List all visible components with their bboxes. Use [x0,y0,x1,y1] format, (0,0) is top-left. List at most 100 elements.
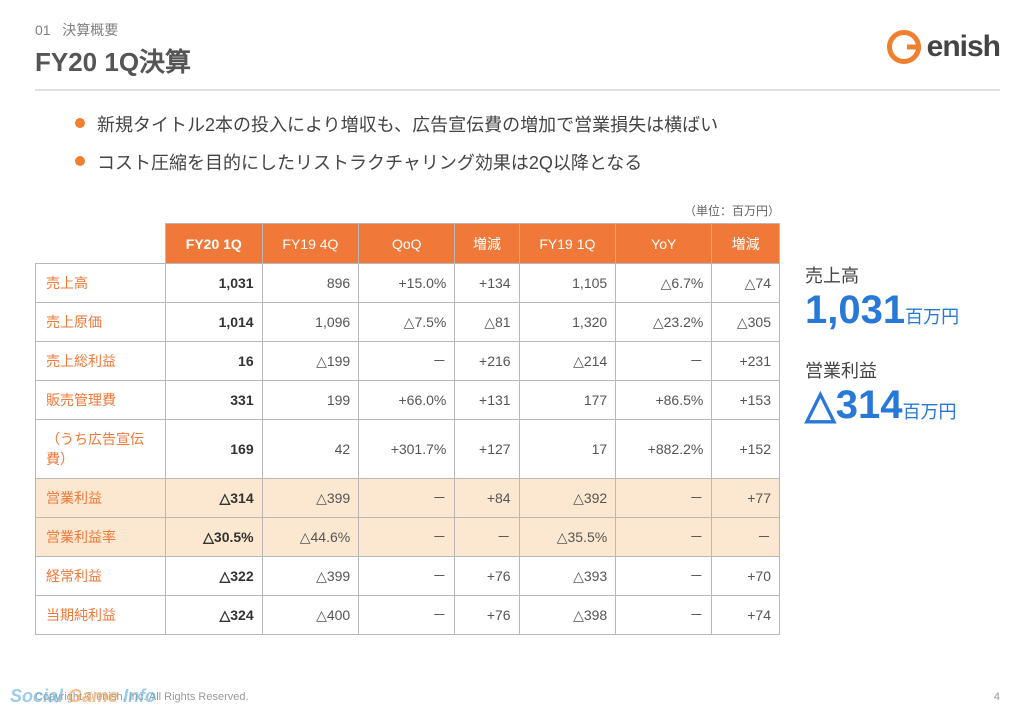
bullet-item: コスト圧縮を目的にしたリストラクチャリング効果は2Q以降となる [75,149,965,175]
table-cell: +301.7% [359,420,455,479]
table-cell: 169 [166,420,263,479]
table-cell: △44.6% [262,518,359,557]
section-label: 決算概要 [62,22,118,38]
table-cell: △324 [166,596,263,635]
table-cell: － [616,342,712,381]
row-label: 営業利益率 [36,518,166,557]
table-cell: 1,096 [262,303,359,342]
table-cell: △35.5% [519,518,616,557]
table-cell: － [616,479,712,518]
table-cell: 1,014 [166,303,263,342]
table-row: 売上原価1,0141,096△7.5%△811,320△23.2%△305 [36,303,780,342]
table-cell: +134 [455,264,519,303]
table-row: 売上総利益16△199－+216△214－+231 [36,342,780,381]
table-cell: － [359,479,455,518]
table-cell: +153 [712,381,780,420]
row-label: 売上原価 [36,303,166,342]
table-row: 売上高1,031896+15.0%+1341,105△6.7%△74 [36,264,780,303]
table-cell: △400 [262,596,359,635]
side-label-opincome: 営業利益 [805,357,1000,383]
bullet-list: 新規タイトル2本の投入により増収も、広告宣伝費の増加で営業損失は横ばいコスト圧縮… [0,111,1035,202]
table-cell: △305 [712,303,780,342]
table-cell: +231 [712,342,780,381]
row-label: 経常利益 [36,557,166,596]
table-cell: △398 [519,596,616,635]
table-cell: △393 [519,557,616,596]
logo-text: enish [927,30,1000,64]
table-cell: +76 [455,557,519,596]
table-cell: － [359,342,455,381]
side-value-revenue: 1,031百万円 [805,288,1000,332]
header-divider [35,89,1000,91]
table-col-header: FY20 1Q [166,224,263,264]
table-cell: － [359,518,455,557]
table-cell: 16 [166,342,263,381]
table-cell: △23.2% [616,303,712,342]
bullet-item: 新規タイトル2本の投入により増収も、広告宣伝費の増加で営業損失は横ばい [75,111,965,137]
side-summary: 売上高 1,031百万円 営業利益 △314百万円 [805,202,1000,635]
logo-mark-icon [887,30,921,64]
footer: Copyright © enish, Inc. All Rights Reser… [35,691,1000,703]
table-row: 販売管理費331199+66.0%+131177+86.5%+153 [36,381,780,420]
table-cell: － [712,518,780,557]
table-cell: △399 [262,557,359,596]
table-cell: +152 [712,420,780,479]
logo: enish [887,30,1000,64]
table-cell: 1,320 [519,303,616,342]
table-cell: △399 [262,479,359,518]
table-cell: △6.7% [616,264,712,303]
table-cell: △7.5% [359,303,455,342]
table-cell: +74 [712,596,780,635]
table-cell: +86.5% [616,381,712,420]
page-title: FY20 1Q決算 [35,42,191,79]
table-cell: 331 [166,381,263,420]
table-cell: +77 [712,479,780,518]
unit-label: （単位：百万円） [35,202,780,219]
table-cell: － [455,518,519,557]
bullet-text: 新規タイトル2本の投入により増収も、広告宣伝費の増加で営業損失は横ばい [97,111,718,137]
row-label: （うち広告宣伝費） [36,420,166,479]
table-cell: +15.0% [359,264,455,303]
table-row: （うち広告宣伝費）16942+301.7%+12717+882.2%+152 [36,420,780,479]
table-col-header: FY19 1Q [519,224,616,264]
row-label: 当期純利益 [36,596,166,635]
table-col-header: QoQ [359,224,455,264]
table-col-header: YoY [616,224,712,264]
row-label: 販売管理費 [36,381,166,420]
table-row: 当期純利益△324△400－+76△398－+74 [36,596,780,635]
table-col-header: FY19 4Q [262,224,359,264]
table-cell: △214 [519,342,616,381]
table-cell: +66.0% [359,381,455,420]
table-cell: +70 [712,557,780,596]
watermark: Social Game Info [10,686,156,707]
table-cell: △314 [166,479,263,518]
table-cell: 896 [262,264,359,303]
table-cell: 177 [519,381,616,420]
section-number: 01 [35,22,51,38]
page-number: 4 [994,691,1000,703]
financial-table: FY20 1QFY19 4QQoQ増減FY19 1QYoY増減 売上高1,031… [35,223,780,635]
table-row: 営業利益△314△399－+84△392－+77 [36,479,780,518]
table-cell: +216 [455,342,519,381]
table-cell: △30.5% [166,518,263,557]
table-cell: － [359,557,455,596]
table-cell: △74 [712,264,780,303]
table-cell: 1,031 [166,264,263,303]
table-col-header: 増減 [455,224,519,264]
table-col-header: 増減 [712,224,780,264]
table-cell: 199 [262,381,359,420]
side-label-revenue: 売上高 [805,262,1000,288]
table-cell: 1,105 [519,264,616,303]
table-cell: +882.2% [616,420,712,479]
table-cell: － [359,596,455,635]
bullet-dot-icon [75,156,85,166]
row-label: 営業利益 [36,479,166,518]
table-cell: +84 [455,479,519,518]
table-row: 営業利益率△30.5%△44.6%－－△35.5%－－ [36,518,780,557]
table-cell: － [616,557,712,596]
table-row: 経常利益△322△399－+76△393－+70 [36,557,780,596]
row-label: 売上総利益 [36,342,166,381]
table-corner [36,224,166,264]
row-label: 売上高 [36,264,166,303]
table-cell: △199 [262,342,359,381]
